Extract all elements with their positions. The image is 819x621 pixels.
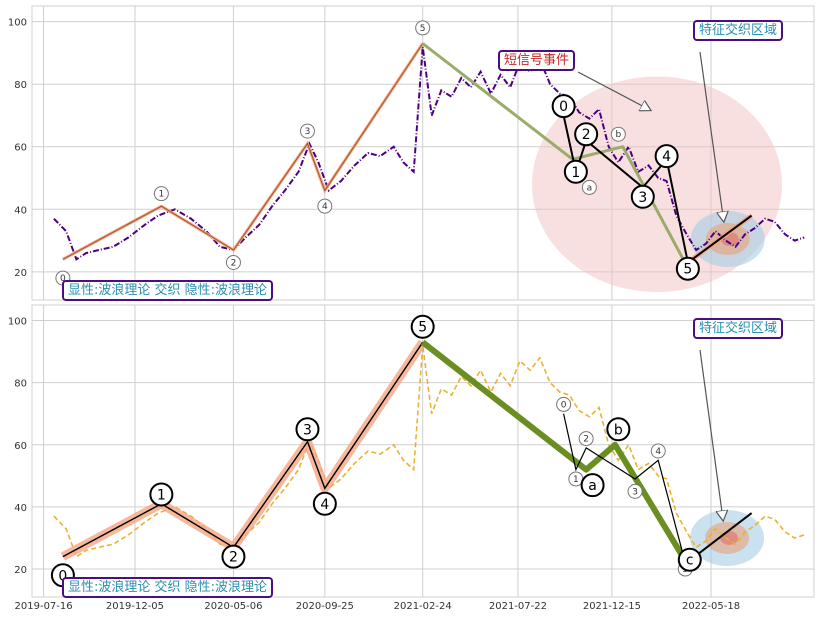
wave-line <box>62 341 424 558</box>
wave-label-big: 2 <box>582 127 591 143</box>
wave-label-big-circle <box>410 314 435 339</box>
y-tick-label: 20 <box>14 565 27 576</box>
y-tick-label: 60 <box>14 441 27 452</box>
wave-label-small-circle <box>153 186 169 202</box>
x-tick-label: 2021-12-15 <box>583 601 641 612</box>
wave-label-big: c <box>686 553 694 569</box>
impulse2-line <box>563 413 686 563</box>
wave-label-big-circle <box>295 417 320 442</box>
wave-label-big-circle <box>563 159 588 184</box>
wave-label-big: 5 <box>683 262 692 278</box>
correction-line <box>421 42 688 267</box>
wave-label-small: 0 <box>60 274 66 284</box>
x-tick-label: 2021-02-24 <box>394 601 452 612</box>
wave-label-big-circle <box>675 256 700 281</box>
wave-label-small: b <box>615 130 621 140</box>
x-tick-label: 2022-05-18 <box>682 601 740 612</box>
wave-label-big: 4 <box>320 497 329 513</box>
wave-label-small-circle <box>650 443 666 459</box>
y-tick-label: 80 <box>14 379 27 390</box>
wave-label-small: 1 <box>573 475 579 485</box>
x-tick-label: 2020-09-25 <box>296 601 354 612</box>
wave-label-big: a <box>588 478 597 494</box>
wave-label-small-circle <box>610 126 626 142</box>
wave-label-small: 4 <box>322 202 328 212</box>
region-arrow <box>699 349 723 520</box>
wave-label-small-circle <box>556 396 572 412</box>
wave-label-big-circle <box>574 122 599 147</box>
bottom-legend-box: 显性:波浪理论 交织 隐性:波浪理论 <box>62 577 274 598</box>
wave-label-small: a <box>587 183 593 193</box>
wave-label-small: 2 <box>583 435 589 445</box>
wave-label-big-circle <box>551 94 576 119</box>
y-tick-label: 60 <box>14 143 27 154</box>
wave-label-small-circle <box>415 20 431 36</box>
wave-label-big: 5 <box>418 320 427 336</box>
x-tick-label: 2019-12-05 <box>106 601 164 612</box>
wave-label-small-circle <box>299 123 315 139</box>
y-tick-label: 80 <box>14 80 27 91</box>
x-tick-label: 2021-07-22 <box>489 601 547 612</box>
feature-cluster-core <box>720 530 739 545</box>
wave-label-small: 0 <box>561 400 567 410</box>
wave-label-big-circle <box>677 547 702 572</box>
wave-label-big-circle <box>654 144 679 169</box>
region-arrow <box>699 51 724 221</box>
wave-label-small-circle <box>627 483 643 499</box>
top-region-label: 特征交织区域 <box>693 20 784 41</box>
wave-label-small: 5 <box>420 24 426 34</box>
top-panel: 20 40 60 80 100 0 1 2 3 4 5 a b 0 1 2 3 4 5 <box>8 5 815 301</box>
wave-label-small-circle <box>578 431 594 447</box>
x-tick-label: 2019-07-16 <box>15 601 73 612</box>
y-tick-label: 100 <box>8 18 27 29</box>
wave-label-big: 0 <box>58 568 67 584</box>
wave-label-big: 3 <box>303 422 312 438</box>
wave-label-small-circle <box>317 198 333 214</box>
top-legend-box: 显性:波浪理论 交织 隐性:波浪理论 <box>62 280 274 301</box>
wave-label-big-circle <box>580 473 605 498</box>
wave-label-big-circle <box>606 417 631 442</box>
wave-label-big: 0 <box>559 99 568 115</box>
wave-label-small-circle <box>581 179 597 195</box>
top-signal-label: 短信号事件 <box>498 50 576 71</box>
wave-label-small: 3 <box>632 487 638 497</box>
y-tick-label: 100 <box>8 317 27 328</box>
wave-label-big-circle <box>149 482 174 507</box>
wave-label-big: 3 <box>638 190 647 206</box>
wave-label-big: 4 <box>662 149 671 165</box>
y-tick-label: 20 <box>14 268 27 279</box>
wave-label-small-circle <box>225 254 241 270</box>
wave-label-big: b <box>614 422 623 438</box>
wave-label-big: 1 <box>571 165 580 181</box>
wave-label-big-circle <box>221 544 246 569</box>
wave-label-small: 4 <box>655 447 661 457</box>
bottom-region-label: 特征交织区域 <box>693 318 784 339</box>
signal-arrow <box>577 71 650 110</box>
wave-label-big: 2 <box>229 550 238 566</box>
y-tick-label: 40 <box>14 503 27 514</box>
x-tick-label: 2020-05-06 <box>204 601 262 612</box>
trend-line <box>687 214 753 264</box>
wave-label-big-circle <box>630 184 655 209</box>
wave-label-small: 3 <box>305 127 311 137</box>
wave-label-big-circle <box>312 491 337 516</box>
wave-line <box>62 43 424 260</box>
wave-label-big: 1 <box>157 487 166 503</box>
y-tick-label: 40 <box>14 205 27 216</box>
wave-label-small: 1 <box>159 190 165 200</box>
wave-label-small: 2 <box>231 258 237 268</box>
